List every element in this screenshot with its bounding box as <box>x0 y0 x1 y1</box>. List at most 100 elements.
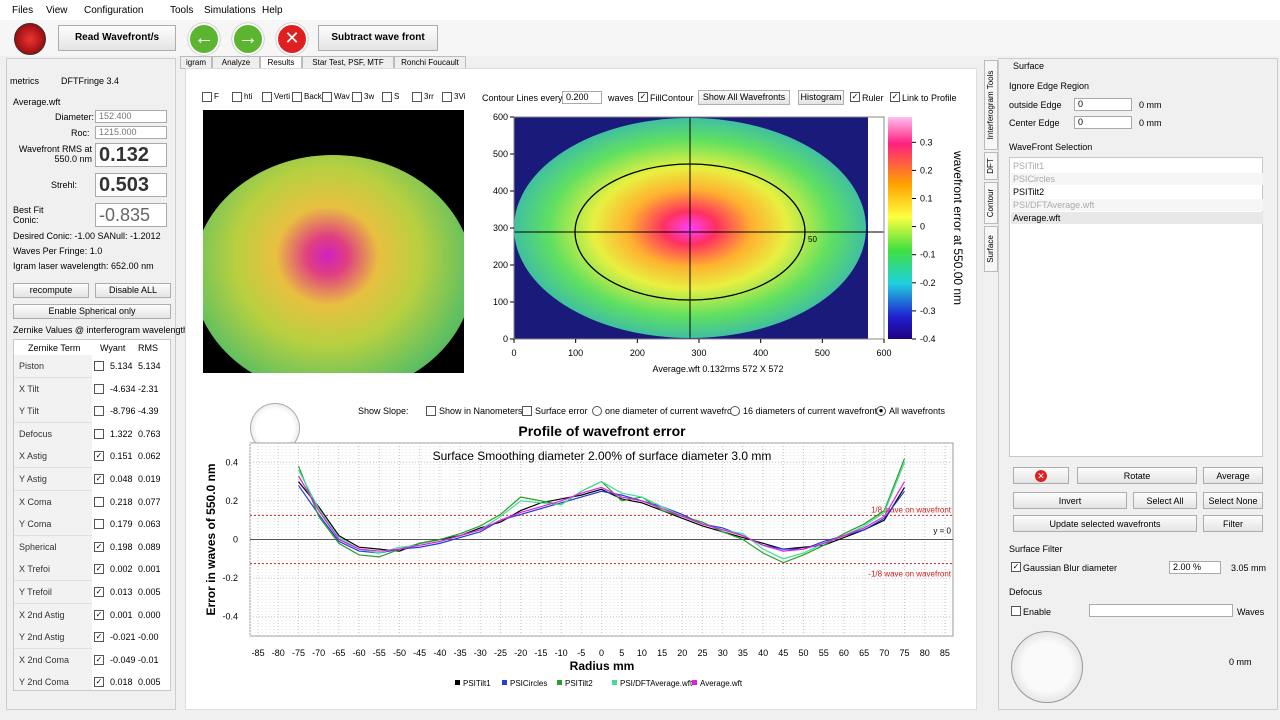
view-button[interactable]: 3w <box>364 92 375 101</box>
radio[interactable] <box>730 406 740 416</box>
checkbox[interactable] <box>292 92 302 102</box>
row-checkbox[interactable]: ✓ <box>94 564 104 575</box>
checkbox[interactable] <box>442 92 452 102</box>
checkbox[interactable] <box>522 406 532 416</box>
view-button[interactable]: Back <box>304 92 322 101</box>
menu-item[interactable]: Files <box>12 5 34 16</box>
menu-item[interactable]: Help <box>262 5 283 16</box>
view-button[interactable]: S <box>394 92 400 101</box>
checkbox[interactable]: ✓ <box>850 92 860 102</box>
center-field[interactable]: 0 <box>1074 116 1132 129</box>
defocus-field[interactable] <box>1089 604 1233 617</box>
x-tick-label: 85 <box>940 648 950 658</box>
profile-options: Show Slope: Show in Nanometers Surface err… <box>358 405 978 419</box>
row-checkbox[interactable]: ✓ <box>94 474 104 484</box>
wavefront-item[interactable]: PSICircles <box>1011 173 1263 185</box>
row-checkbox[interactable]: ✓ <box>94 677 104 688</box>
filter-button[interactable]: Filter <box>1203 515 1263 532</box>
diameter-field[interactable]: 152.400 <box>95 110 167 123</box>
row-checkbox[interactable]: ✓ <box>94 654 104 665</box>
option-label: 16 diameters of current wavefront <box>743 406 878 416</box>
row-checkbox[interactable] <box>94 383 104 394</box>
wavefront-item[interactable]: Average.wft <box>1011 212 1263 224</box>
show-all-button[interactable]: Show All Wavefronts <box>698 90 790 105</box>
group-title: Surface Filter <box>1009 544 1063 554</box>
view-button[interactable]: hti <box>244 92 253 101</box>
side-tab[interactable]: Contour <box>984 182 998 224</box>
radio[interactable]: ● <box>876 406 886 416</box>
checkbox[interactable] <box>232 92 242 102</box>
wavefront-item[interactable]: PSI/DFTAverage.wft <box>1011 199 1263 211</box>
menu-item[interactable]: Tools <box>170 5 194 16</box>
view-button[interactable]: Wav <box>334 92 350 101</box>
histogram-button[interactable]: Histogram <box>798 90 844 105</box>
forward-button[interactable]: → <box>232 23 264 55</box>
roc-field[interactable]: 1215.000 <box>95 126 167 139</box>
gaussian-field[interactable]: 2.00 % <box>1169 561 1221 574</box>
checkbox[interactable] <box>262 92 272 102</box>
step-field[interactable]: 0.200 <box>562 91 602 104</box>
menu-item[interactable]: Simulations <box>204 5 256 16</box>
wavefront-item[interactable]: PSITilt2 <box>1013 187 1045 197</box>
checkbox[interactable]: ✓ <box>890 92 900 102</box>
subtract-button[interactable]: Subtract wave front <box>318 25 438 51</box>
row-checkbox[interactable] <box>94 361 104 371</box>
wavefront-item[interactable]: PSITilt1 <box>1013 161 1045 171</box>
term: Defocus <box>19 428 53 439</box>
select-none-button[interactable]: Select None <box>1203 492 1263 509</box>
row-checkbox[interactable]: ✓ <box>94 451 104 462</box>
menu-bar: Files View Configuration Tools Simulations He… <box>0 0 1280 20</box>
gaussian-checkbox[interactable]: ✓ <box>1011 562 1021 572</box>
disable-button[interactable]: Disable ALL <box>95 283 171 298</box>
menu-item[interactable]: View <box>46 5 68 16</box>
row-checkbox[interactable]: ✓ <box>94 541 104 552</box>
update-button[interactable]: Update selected wavefronts <box>1013 515 1197 532</box>
outside-field[interactable]: 0 <box>1074 98 1132 111</box>
checkbox[interactable] <box>382 92 392 102</box>
close-button[interactable]: ✕ <box>276 23 308 55</box>
row-checkbox[interactable]: ✓ <box>94 632 104 643</box>
back-button[interactable]: ← <box>188 23 220 55</box>
checkbox[interactable] <box>202 92 212 102</box>
side-tab[interactable]: DFT <box>984 152 998 180</box>
radio[interactable] <box>592 406 602 416</box>
side-tab[interactable]: Interferogram Tools <box>984 60 998 150</box>
rms: -0.00 <box>138 632 159 643</box>
enable-checkbox[interactable] <box>1011 606 1021 616</box>
view-button[interactable]: F <box>214 92 219 101</box>
row-checkbox[interactable] <box>94 496 104 507</box>
row-checkbox[interactable] <box>94 406 104 417</box>
x-tick-label: 75 <box>900 648 910 658</box>
chart-title: Profile of wavefront error <box>518 423 686 439</box>
delete-button[interactable]: ✕ <box>1013 467 1069 484</box>
app-icon[interactable] <box>14 23 46 55</box>
recompute-button[interactable]: recompute <box>13 283 89 298</box>
row-checkbox[interactable] <box>94 428 104 439</box>
checkbox[interactable] <box>412 92 422 102</box>
view-button[interactable]: 3rr <box>424 92 434 101</box>
wyant: 0.048 <box>110 474 133 484</box>
defocus-dial[interactable] <box>1011 631 1083 703</box>
view-button[interactable]: 3Vi <box>454 92 466 101</box>
checkbox[interactable] <box>426 406 436 416</box>
row-checkbox[interactable]: ✓ <box>94 587 104 597</box>
select-all-button[interactable]: Select All <box>1133 492 1197 509</box>
y-tick-label: 500 <box>493 149 508 159</box>
view-button[interactable]: Verti <box>274 92 291 101</box>
label: Enable <box>1023 607 1052 617</box>
checkbox[interactable] <box>322 92 332 102</box>
checkbox[interactable] <box>352 92 362 102</box>
checkbox[interactable]: ✓ <box>638 92 648 102</box>
spherical-button[interactable]: Enable Spherical only <box>13 304 171 319</box>
row-checkbox[interactable] <box>94 519 104 530</box>
side-tab[interactable]: Surface <box>984 226 998 272</box>
rotate-button[interactable]: Rotate <box>1077 467 1197 484</box>
average-button[interactable]: Average <box>1203 467 1263 484</box>
menu-item[interactable]: Configuration <box>84 5 144 16</box>
x-tick-label: 30 <box>718 648 728 658</box>
y-tick-label: 100 <box>493 297 508 307</box>
invert-button[interactable]: Invert <box>1013 492 1127 509</box>
row-checkbox[interactable]: ✓ <box>94 609 104 620</box>
x-tick-label: 300 <box>691 348 706 358</box>
read-button[interactable]: Read Wavefront/s <box>58 25 176 51</box>
